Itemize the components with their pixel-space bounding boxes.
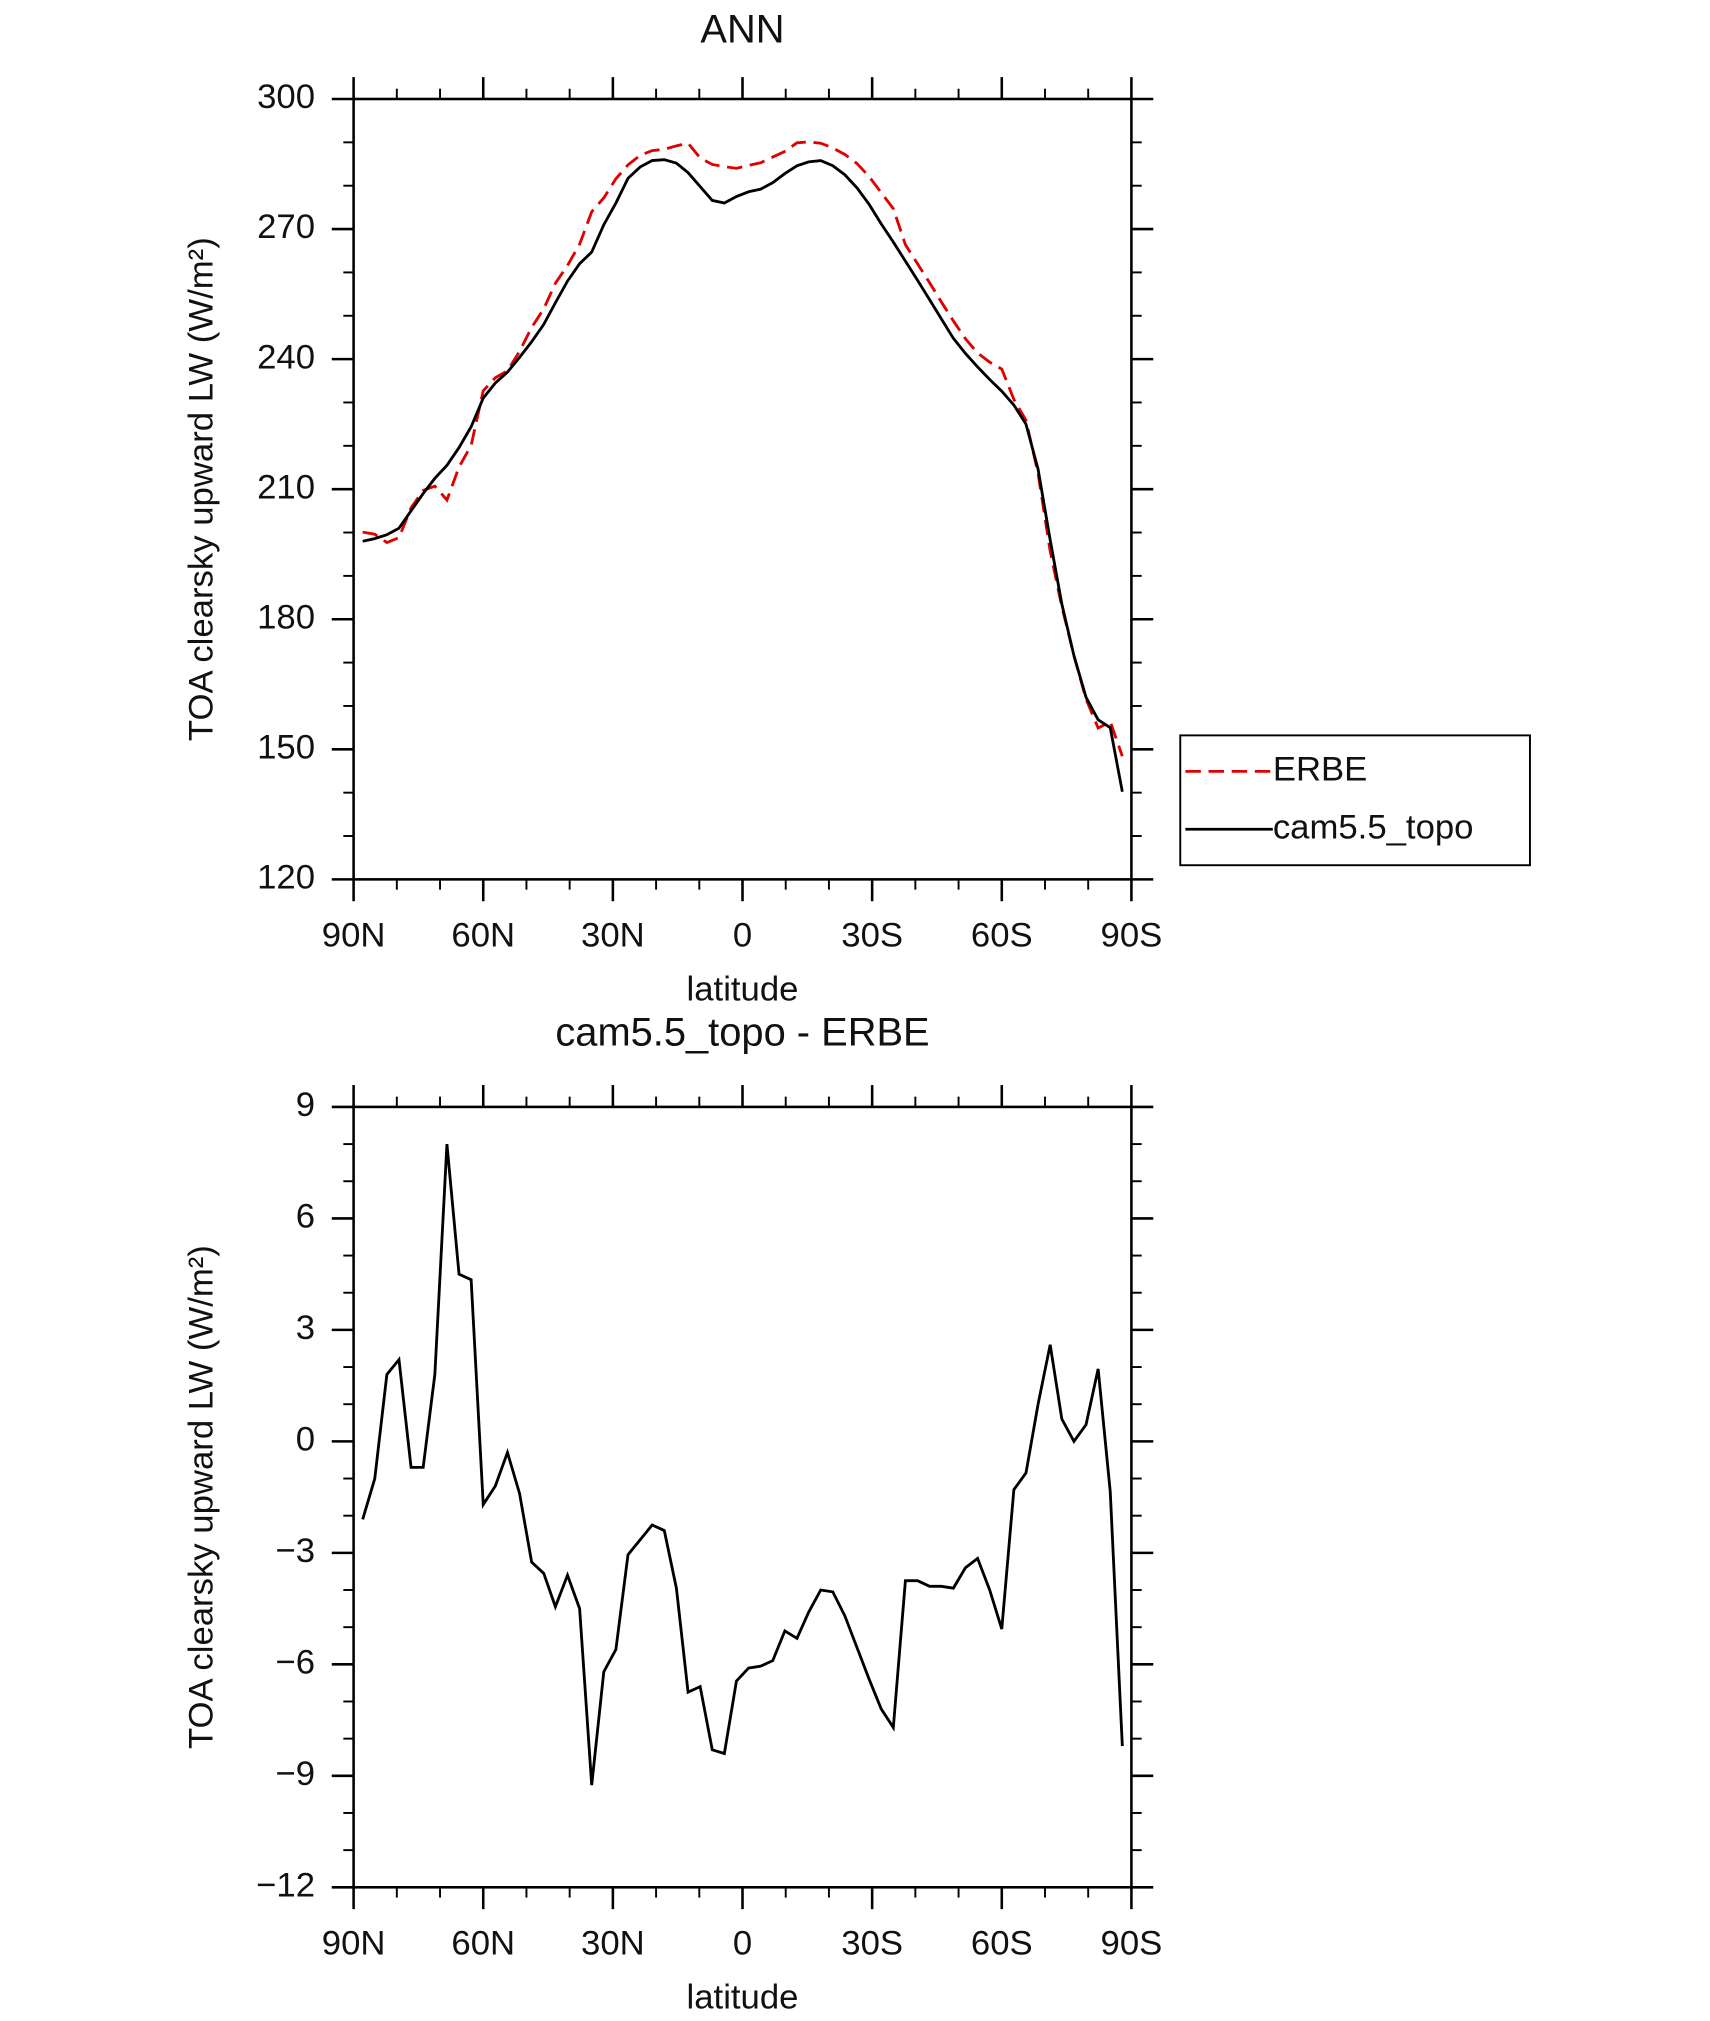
x-axis-label: latitude [687,970,799,1008]
y-tick-label: 9 [296,1086,315,1124]
x-tick-label: 0 [733,916,752,954]
data-line [361,1143,1124,1786]
y-tick-label: 3 [296,1309,315,1347]
x-tick-label: 30N [581,916,645,954]
y-tick-label: 240 [257,338,315,376]
y-tick-label: 180 [257,598,315,636]
y-tick-label: 120 [257,859,315,897]
x-tick-label: 90N [322,1924,386,1962]
data-line [362,140,1124,757]
chart-title: cam5.5_topo - ERBE [555,1010,929,1054]
y-tick-label: 270 [257,208,315,246]
y-tick-label: 6 [296,1198,315,1236]
y-tick-label: 300 [257,78,315,116]
plot-frame [352,1105,1133,1889]
x-tick-label: 60S [971,1924,1033,1962]
x-tick-label: 0 [733,1924,752,1962]
y-tick-label: −12 [256,1866,315,1904]
x-tick-label: 60N [451,916,515,954]
y-tick-label: 150 [257,728,315,766]
x-tick-label: 60S [971,916,1033,954]
x-tick-label: 30S [841,1924,903,1962]
y-tick-label: −9 [275,1755,315,1793]
legend-label: ERBE [1273,751,1368,789]
x-tick-label: 90S [1101,1924,1163,1962]
data-line [362,158,1124,793]
legend-label: cam5.5_topo [1273,808,1474,846]
y-tick-label: 0 [296,1421,315,1459]
x-tick-label: 30S [841,916,903,954]
x-tick-label: 60N [451,1924,515,1962]
y-tick-label: −6 [275,1644,315,1682]
x-tick-label: 90N [322,916,386,954]
y-axis-label: TOA clearsky upward LW (W/m²) [182,237,220,741]
x-tick-label: 90S [1101,916,1163,954]
x-axis-label: latitude [687,1978,799,2016]
y-tick-label: −3 [275,1532,315,1570]
y-tick-label: 210 [257,468,315,506]
x-tick-label: 30N [581,1924,645,1962]
legend-box [1179,734,1531,867]
plot-frame [352,97,1133,881]
y-axis-label: TOA clearsky upward LW (W/m²) [182,1245,220,1749]
chart-title: ANN [700,8,784,52]
